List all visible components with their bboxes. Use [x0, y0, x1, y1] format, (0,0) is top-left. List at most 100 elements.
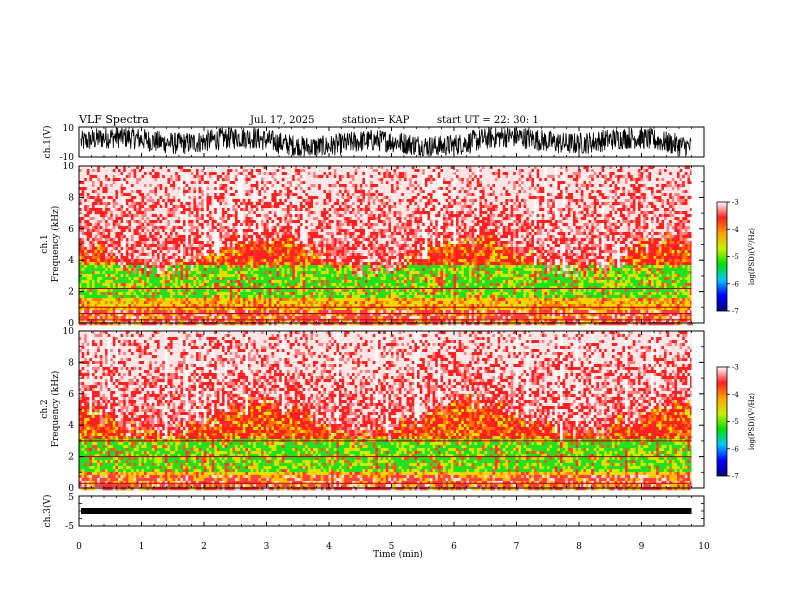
spectrogram-cell	[126, 301, 129, 304]
spectrogram-cell	[308, 184, 311, 187]
spectrogram-cell	[191, 283, 194, 286]
spectrogram-cell	[162, 310, 165, 313]
spectrogram-cell	[235, 181, 238, 184]
spectrogram-cell	[240, 238, 243, 241]
spectrogram-cell	[284, 274, 287, 277]
spectrogram-cell	[209, 214, 212, 217]
spectrogram-cell	[300, 301, 303, 304]
spectrogram-cell	[238, 265, 241, 268]
spectrogram-cell	[154, 250, 157, 253]
spectrogram-cell	[152, 226, 155, 229]
spectrogram-cell	[92, 205, 95, 208]
spectrogram-cell	[295, 259, 298, 262]
spectrogram-cell	[253, 310, 256, 313]
spectrogram-cell	[248, 280, 251, 283]
spectrogram-cell	[136, 217, 139, 220]
spectrogram-cell	[217, 283, 220, 286]
spectrogram-cell	[266, 253, 269, 256]
spectrogram-cell	[152, 298, 155, 301]
spectrogram-cell	[128, 301, 131, 304]
spectrogram-cell	[204, 247, 207, 250]
spectrogram-cell	[108, 259, 111, 262]
spectrogram-cell	[284, 235, 287, 238]
spectrogram-cell	[303, 295, 306, 298]
spectrogram-cell	[136, 199, 139, 202]
spectrogram-cell	[136, 229, 139, 232]
spectrogram-cell	[121, 232, 124, 235]
spectrogram-cell	[100, 253, 103, 256]
spectrogram-cell	[134, 217, 137, 220]
spectrogram-cell	[92, 217, 95, 220]
spectrogram-cell	[313, 217, 316, 220]
spectrogram-cell	[92, 238, 95, 241]
spectrogram-cell	[186, 250, 189, 253]
spectrogram-cell	[290, 220, 293, 223]
spectrogram-cell	[287, 223, 290, 226]
spectrogram-cell	[271, 238, 274, 241]
spectrogram-cell	[162, 322, 165, 325]
spectrogram-cell	[282, 196, 285, 199]
spectrogram-cell	[152, 280, 155, 283]
spectrogram-cell	[82, 265, 85, 268]
spectrogram-cell	[173, 196, 176, 199]
spectrogram-cell	[271, 193, 274, 196]
spectrogram-cell	[134, 238, 137, 241]
spectrogram-cell	[118, 262, 121, 265]
spectrogram-cell	[141, 232, 144, 235]
spectrogram-cell	[219, 190, 222, 193]
spectrogram-cell	[105, 241, 108, 244]
spectrogram-cell	[271, 211, 274, 214]
spectrogram-cell	[251, 301, 254, 304]
spectrogram-cell	[282, 253, 285, 256]
spectrogram-cell	[251, 169, 254, 172]
header-date: Jul. 17, 2025	[249, 115, 315, 126]
spectrogram-cell	[108, 322, 111, 325]
spectrogram-cell	[100, 211, 103, 214]
spectrogram-cell	[251, 190, 254, 193]
spectrogram-cell	[149, 262, 152, 265]
spectrogram-cell	[271, 208, 274, 211]
spectrogram-cell	[225, 178, 228, 181]
spectrogram-cell	[206, 202, 209, 205]
spectrogram-cell	[240, 271, 243, 274]
spectrogram-cell	[123, 187, 126, 190]
spectrogram-cell	[126, 172, 129, 175]
spectrogram-cell	[321, 298, 324, 301]
spectrogram-cell	[191, 223, 194, 226]
spectrogram-cell	[282, 310, 285, 313]
spectrogram-cell	[154, 271, 157, 274]
spectrogram-cell	[160, 283, 163, 286]
spectrogram-cell	[316, 262, 319, 265]
spectrogram-cell	[139, 274, 142, 277]
spectrogram-cell	[144, 217, 147, 220]
spectrogram-cell	[84, 259, 87, 262]
spectrogram-cell	[292, 184, 295, 187]
spectrogram-cell	[160, 178, 163, 181]
spectrogram-cell	[131, 238, 134, 241]
spectrogram-cell	[232, 256, 235, 259]
spectrogram-cell	[292, 214, 295, 217]
spectrogram-cell	[264, 244, 267, 247]
spectrogram-cell	[209, 205, 212, 208]
spectrogram-cell	[178, 250, 181, 253]
spectrogram-cell	[230, 196, 233, 199]
spectrogram-cell	[206, 301, 209, 304]
spectrogram-cell	[245, 262, 248, 265]
spectrogram-cell	[180, 271, 183, 274]
spectrogram-cell	[178, 277, 181, 280]
spectrogram-cell	[84, 217, 87, 220]
spectrogram-cell	[212, 223, 215, 226]
spectrogram-cell	[87, 184, 90, 187]
spectrogram-cell	[115, 187, 118, 190]
spectrogram-cell	[89, 199, 92, 202]
spectrogram-cell	[95, 301, 98, 304]
spectrogram-cell	[167, 238, 170, 241]
spectrogram-cell	[183, 271, 186, 274]
spectrogram-cell	[316, 277, 319, 280]
spectrogram-cell	[95, 187, 98, 190]
spectrogram-cell	[284, 202, 287, 205]
spectrogram-cell	[199, 214, 202, 217]
spectrogram-cell	[274, 196, 277, 199]
spectrogram-cell	[313, 196, 316, 199]
spectrogram-cell	[279, 172, 282, 175]
